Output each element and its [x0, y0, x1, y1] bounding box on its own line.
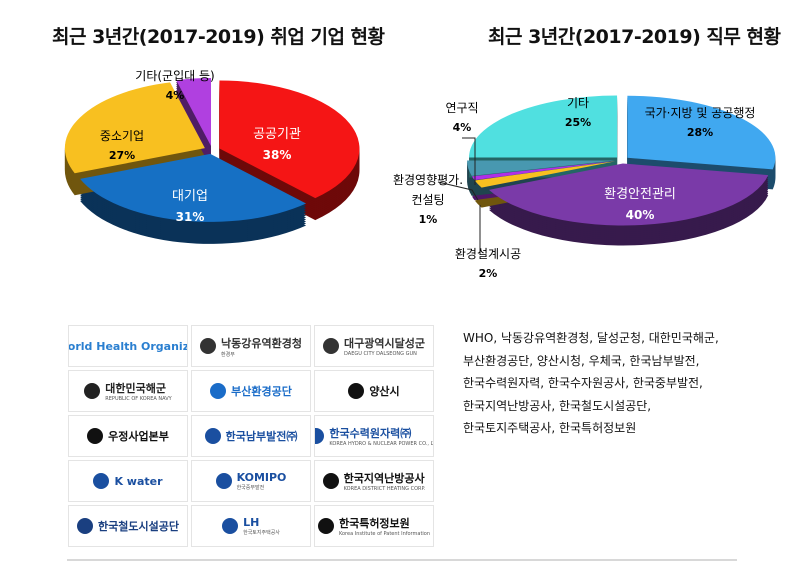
logo-text: 한국남부발전㈜	[225, 430, 298, 443]
pie-slice	[488, 163, 769, 226]
logo-text: 대구광역시달성군 DAEGU CITY DALSEONG GUN	[344, 337, 425, 357]
org-list-line: 한국지역난방공사, 한국철도시설공단,	[463, 398, 652, 413]
logo-text: 한국특허정보원 Korea Institute of Patent Informa…	[338, 517, 431, 537]
pie-charts	[64, 78, 776, 255]
logo-text: K water	[114, 474, 163, 488]
pie-slice	[176, 78, 211, 147]
logo-emblem-icon	[215, 473, 232, 489]
logo-emblem-icon	[315, 428, 325, 444]
pie-label: 기타 25%	[564, 96, 592, 129]
partner-logo: 한국남부발전㈜	[191, 415, 311, 457]
partner-logo: 우정사업본부	[68, 415, 188, 457]
logo-text: LH 한국토지주택공사	[243, 516, 280, 536]
logo-text: 한국철도시설공단	[98, 520, 179, 533]
pie-slice	[80, 153, 307, 222]
pie-label: 환경안전관리 40%	[604, 187, 676, 222]
pie-slice	[64, 82, 205, 174]
logo-text: KOMIPO 한국중부발전	[236, 471, 287, 491]
logo-text: 대한민국해군 REPUBLIC OF KOREA NAVY	[105, 382, 172, 402]
logo-emblem-icon	[77, 518, 94, 534]
chart-title-employment: 최근 3년간(2017-2019) 취업 기업 현황	[52, 26, 385, 48]
logo-text: 한국지역난방공사 KOREA DISTRICT HEATING CORP.	[343, 472, 426, 492]
leader-line	[437, 181, 479, 201]
pie-slice	[471, 160, 616, 181]
pie-label: 환경영향평가. 컨설팅 1%	[392, 173, 464, 226]
logo-emblem-icon	[200, 338, 217, 354]
logo-text: World Health Organization	[68, 339, 187, 353]
partner-logo: World Health Organization	[68, 325, 188, 367]
pie-slice	[474, 161, 616, 188]
divider	[67, 559, 737, 561]
logo-emblem-icon	[204, 428, 221, 444]
partner-logo: 한국특허정보원 Korea Institute of Patent Informa…	[314, 505, 434, 547]
pie-label: 공공기관 38%	[253, 127, 301, 162]
partner-logo: KOMIPO 한국중부발전	[191, 460, 311, 502]
logo-text: 우정사업본부	[108, 430, 169, 443]
org-list-line: 부산환경공단, 양산시청, 우체국, 한국남부발전,	[463, 353, 700, 368]
chart-title-job: 최근 3년간(2017-2019) 직무 현황	[488, 26, 781, 48]
pie-label: 국가·지방 및 공공행정 28%	[644, 106, 756, 139]
org-list-line: WHO, 낙동강유역환경청, 달성군청, 대한민국해군,	[463, 331, 719, 345]
partner-logo: 낙동강유역환경청 환경부	[191, 325, 311, 367]
logo-emblem-icon	[323, 338, 340, 354]
partner-logo: 한국철도시설공단	[68, 505, 188, 547]
pie-slice	[219, 80, 360, 199]
logo-emblem-icon	[322, 473, 339, 489]
org-list-line: 한국수력원자력, 한국수자원공사, 한국중부발전,	[463, 376, 703, 391]
partner-organization-list: WHO, 낙동강유역환경청, 달성군청, 대한민국해군, 부산환경공단, 양산시…	[463, 327, 783, 440]
pie-label: 환경설계시공 2%	[454, 247, 522, 280]
logo-text: 낙동강유역환경청 환경부	[221, 336, 302, 358]
org-list-line: 한국토지주택공사, 한국특허정보원	[463, 421, 637, 436]
logo-emblem-icon	[222, 518, 239, 534]
logo-text: 한국수력원자력㈜ KOREA HYDRO & NUCLEAR POWER CO.,…	[329, 427, 434, 447]
partner-logo: 양산시	[314, 370, 434, 412]
leader-line	[462, 137, 476, 185]
partner-logo: LH 한국토지주택공사	[191, 505, 311, 547]
logo-emblem-icon	[348, 383, 365, 399]
partner-logo: 대한민국해군 REPUBLIC OF KOREA NAVY	[68, 370, 188, 412]
partner-logo: 한국수력원자력㈜ KOREA HYDRO & NUCLEAR POWER CO.,…	[314, 415, 434, 457]
logo-emblem-icon	[93, 473, 110, 489]
pie-slice	[467, 160, 616, 176]
partner-logo: 대구광역시달성군 DAEGU CITY DALSEONG GUN	[314, 325, 434, 367]
partner-logo: 한국지역난방공사 KOREA DISTRICT HEATING CORP.	[314, 460, 434, 502]
logo-emblem-icon	[84, 383, 101, 399]
logo-text: 양산시	[369, 385, 400, 398]
partner-logo: 부산환경공단	[191, 370, 311, 412]
pie-label: 기타(군입대 등) 4%	[135, 69, 215, 102]
pie-slice	[469, 95, 618, 158]
logo-emblem-icon	[317, 518, 334, 534]
partner-logo: K water	[68, 460, 188, 502]
logo-emblem-icon	[210, 383, 227, 399]
pie-label: 대기업 31%	[172, 189, 208, 224]
logo-emblem-icon	[87, 428, 104, 444]
pie-slice	[627, 95, 776, 170]
pie-label: 중소기업 27%	[99, 129, 145, 162]
logo-text: 부산환경공단	[231, 385, 292, 398]
pie-label: 연구직 4%	[445, 101, 479, 134]
